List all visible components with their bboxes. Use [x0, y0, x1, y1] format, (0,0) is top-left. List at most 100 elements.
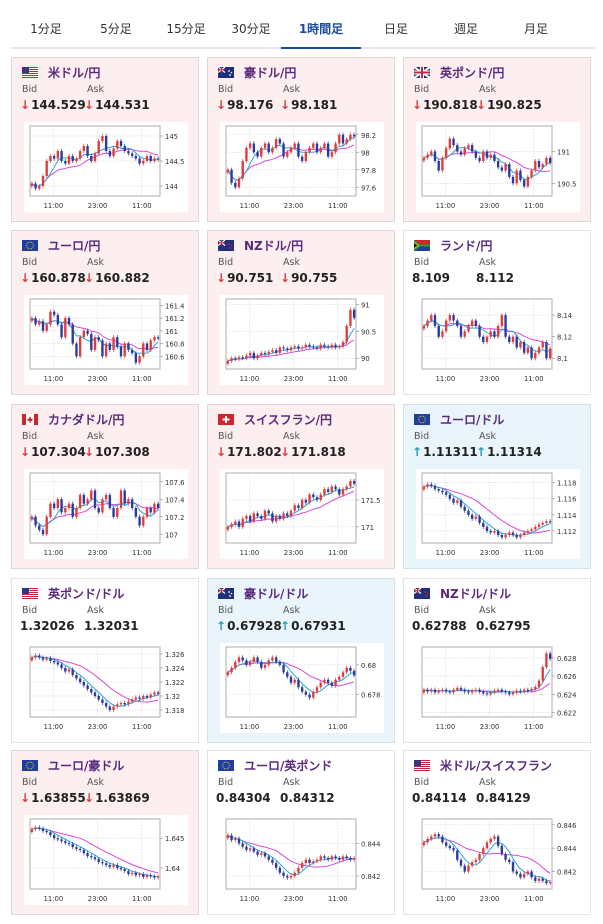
rate-card[interactable]: ユーロ/円 Bid Ask ↓160.878 ↓160.882 161.4 161.2 161… [11, 230, 199, 395]
bid-value: 0.84114 [412, 791, 467, 805]
candle [433, 149, 437, 164]
tab-4[interactable]: 30分足 [231, 22, 271, 36]
rate-card[interactable]: 豪ドル/円 Bid Ask ↓98.176 ↓98.181 98.2 98 97.8 97.6 1… [207, 57, 395, 222]
pair-name[interactable]: 豪ドル/ドル [244, 587, 309, 601]
candle [116, 505, 119, 519]
ask-value: ↓90.755 [280, 271, 337, 285]
candle [245, 353, 248, 361]
candle [312, 689, 315, 700]
pair-name[interactable]: ランド/円 [440, 239, 493, 253]
candle [489, 836, 492, 845]
candle [530, 527, 533, 534]
pair-name[interactable]: 英ポンド/円 [440, 66, 505, 80]
pair-name[interactable]: ユーロ/豪ドル [48, 759, 125, 773]
x-tick-label: 23:00 [284, 202, 304, 210]
candle [541, 339, 544, 350]
tab-3[interactable]: 15分足 [166, 22, 206, 36]
candle [286, 150, 289, 159]
candle [308, 692, 311, 700]
nz-flag-icon [414, 588, 430, 599]
ask-label: Ask [283, 257, 300, 268]
price-chart[interactable]: 0.68 0.678 11:00 23:00 11:00 [220, 643, 384, 733]
tab-1[interactable]: 1分足 [30, 22, 62, 36]
pair-name[interactable]: NZドル/ドル [440, 587, 512, 601]
candle [312, 344, 315, 350]
tab-8[interactable]: 月足 [523, 22, 548, 36]
candle [127, 341, 130, 353]
candle [534, 158, 537, 173]
rate-card[interactable]: 英ポンド/円 Bid Ask ↓190.818 ↓190.825 191 190.5 11:0… [403, 57, 591, 222]
rate-card[interactable]: ユーロ/豪ドル Bid Ask ↓1.63855 ↓1.63869 1.645 1.64 11… [11, 750, 199, 915]
price-chart[interactable]: 91 90.5 90 11:00 23:00 11:00 [220, 295, 384, 385]
rate-card[interactable]: 英ポンド/ドル Bid Ask 1.32026 1.32031 1.326 1.324 1.3… [11, 578, 199, 743]
candlestick-chart: 1.118 1.116 1.114 1.112 11:00 23:00 11:00 [421, 472, 576, 557]
candle [267, 854, 270, 862]
pair-name[interactable]: ユーロ/英ポンド [244, 759, 333, 773]
price-chart[interactable]: 0.844 0.842 11:00 23:00 11:00 [220, 815, 384, 905]
price-chart[interactable]: 171.5 171 11:00 23:00 11:00 [220, 469, 384, 559]
rate-card[interactable]: ランド/円 Bid Ask 8.109 8.112 8.14 8.12 8.1 11:00 23:… [403, 230, 591, 395]
candle [49, 309, 52, 327]
pair-name[interactable]: ユーロ/円 [48, 239, 101, 253]
price-chart[interactable]: 8.14 8.12 8.1 11:00 23:00 11:00 [416, 295, 580, 385]
candle [341, 670, 345, 679]
y-tick-label: 1.318 [165, 707, 184, 715]
candle [108, 341, 112, 353]
rate-card[interactable]: スイスフラン/円 Bid Ask ↓171.802 ↓171.818 171.5 171 11… [207, 404, 395, 569]
ask-value-text: 160.882 [95, 271, 150, 285]
tab-2[interactable]: 5分足 [100, 22, 132, 36]
rate-card[interactable]: 米ドル/円 Bid Ask ↓144.529 ↓144.531 145 144.5 144 11… [11, 57, 199, 222]
y-tick-label: 1.324 [165, 665, 184, 673]
bid-label: Bid [218, 257, 234, 268]
price-chart[interactable]: 1.118 1.116 1.114 1.112 11:00 23:00 11:00 [416, 469, 580, 559]
price-chart[interactable]: 145 144.5 144 11:00 23:00 11:00 [24, 122, 188, 212]
rate-card[interactable]: ユーロ/英ポンド Bid Ask 0.84304 0.84312 0.844 0.842 11… [207, 750, 395, 915]
candle [456, 848, 459, 862]
nz-flag-icon [218, 240, 234, 251]
bid-value: ↓107.304 [20, 445, 86, 459]
price-chart[interactable]: 1.645 1.64 11:00 23:00 11:00 [24, 815, 188, 905]
y-tick-label: 191 [557, 148, 570, 156]
ask-value: 8.112 [476, 271, 514, 285]
rate-card[interactable]: 米ドル/スイスフラン Bid Ask 0.84114 0.84129 0.846 0.844… [403, 750, 591, 915]
rate-card[interactable]: ユーロ/ドル Bid Ask ↑1.11311 ↑1.11314 1.118 1.116 1.… [403, 404, 591, 569]
pair-name[interactable]: カナダドル/円 [48, 413, 125, 427]
price-chart[interactable]: 0.628 0.626 0.624 0.622 11:00 23:00 11:00 [416, 643, 580, 733]
pair-name[interactable]: 豪ドル/円 [244, 66, 297, 80]
candle [304, 497, 308, 505]
price-chart[interactable]: 0.846 0.844 0.842 11:00 23:00 11:00 [416, 815, 580, 905]
candle [430, 834, 433, 841]
tab-6[interactable]: 日足 [383, 22, 408, 36]
rate-card[interactable]: NZドル/ドル Bid Ask 0.62788 0.62795 0.628 0.626 0.6… [403, 578, 591, 743]
candle [82, 848, 86, 856]
price-chart[interactable]: 98.2 98 97.8 97.6 11:00 23:00 11:00 [220, 122, 384, 212]
pair-name[interactable]: スイスフラン/円 [244, 413, 333, 427]
y-tick-label: 0.844 [557, 845, 576, 853]
pair-name[interactable]: NZドル/円 [244, 239, 304, 253]
candle [237, 655, 241, 664]
pair-name[interactable]: ユーロ/ドル [440, 413, 505, 427]
tab-5[interactable]: 1時間足 [298, 22, 344, 36]
candle [271, 348, 274, 354]
rate-card[interactable]: カナダドル/円 Bid Ask ↓107.304 ↓107.308 107.6 107.4 1… [11, 404, 199, 569]
tab-7[interactable]: 週足 [453, 22, 478, 36]
candle [426, 687, 429, 694]
candle [508, 334, 511, 345]
pair-name[interactable]: 米ドル/円 [48, 66, 101, 80]
rate-card[interactable]: 豪ドル/ドル Bid Ask ↑0.67928 ↑0.67931 0.68 0.678 11:… [207, 578, 395, 743]
candle [515, 532, 518, 540]
price-chart[interactable]: 191 190.5 11:00 23:00 11:00 [416, 122, 580, 212]
candle [134, 505, 138, 519]
candle [267, 141, 270, 155]
pair-name[interactable]: 英ポンド/ドル [48, 587, 125, 601]
price-chart[interactable]: 1.326 1.324 1.322 1.32 1.318 11:00 23:00 11:00 [24, 643, 188, 733]
rate-card[interactable]: NZドル/円 Bid Ask ↓90.751 ↓90.755 91 90.5 90 11:00 2… [207, 230, 395, 395]
price-chart[interactable]: 161.4 161.2 161 160.8 160.6 11:00 23:00 11:00 [24, 295, 188, 385]
y-tick-label: 161 [165, 328, 178, 336]
pair-name[interactable]: 米ドル/スイスフラン [440, 759, 553, 773]
candle [67, 667, 71, 674]
candle [456, 318, 459, 329]
price-chart[interactable]: 107.6 107.4 107.2 107 11:00 23:00 11:00 [24, 469, 188, 559]
candle [245, 844, 248, 853]
candle [49, 501, 52, 519]
